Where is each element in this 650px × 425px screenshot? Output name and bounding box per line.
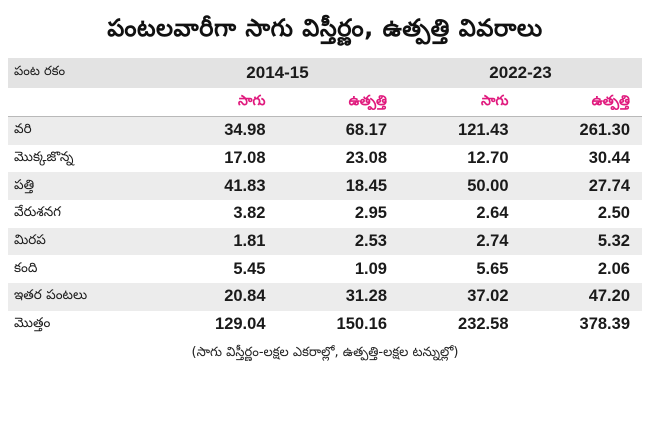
area-2014-cell: 5.45 [233,259,266,278]
table-row: వేరుశనగ 3.82 2.95 2.64 2.50 [8,200,642,228]
area-header-2014: సాగు [238,92,266,109]
production-2022-cell: 47.20 [588,287,630,306]
area-2022-cell: 2.74 [476,232,509,251]
area-2022-cell: 5.65 [476,259,509,278]
production-2014-cell: 150.16 [336,315,387,334]
crop-type-header: పంట రకం [14,64,66,79]
table-row: కంది 5.45 1.09 5.65 2.06 [8,255,642,283]
page-title: పంటలవారీగా సాగు విస్తీర్ణం, ఉత్పత్తి వివ… [107,14,543,42]
area-2022-cell: 232.58 [458,315,509,334]
area-2022-cell: 2.64 [476,204,509,223]
area-2014-cell: 129.04 [215,315,266,334]
table-body: వరి 34.98 68.17 121.43 261.30 మొక్కజొన్న 17.08… [8,117,642,339]
area-2014-cell: 1.81 [233,232,266,251]
production-2014-cell: 23.08 [345,149,387,168]
crop-name-cell: పత్తి [14,176,35,193]
subheader-row: సాగు ఉత్పత్తి సాగు ఉత్పత్తి [8,88,642,117]
area-2014-cell: 20.84 [224,287,266,306]
production-header-2022: ఉత్పత్తి [591,92,630,109]
units-note: (సాగు విస్తీర్ణం-లక్షల ఎకరాల్లో, ఉత్పత్త… [191,344,459,360]
area-header-2022: సాగు [481,92,509,109]
production-header-2014: ఉత్పత్తి [348,92,387,109]
production-2022-cell: 2.06 [597,259,630,278]
production-2022-cell: 378.39 [579,315,630,334]
area-2022-cell: 37.02 [467,287,509,306]
production-2014-cell: 31.28 [345,287,387,306]
production-2022-cell: 30.44 [588,149,630,168]
area-2014-cell: 17.08 [224,149,266,168]
area-2022-cell: 50.00 [467,176,509,195]
crop-name-cell: కంది [14,259,38,276]
production-2014-cell: 68.17 [345,121,387,140]
table-row: పత్తి 41.83 18.45 50.00 27.74 [8,172,642,201]
crop-name-cell: వేరుశనగ [14,204,62,221]
year-2014-15-header: 2014-15 [246,63,309,82]
crop-name-cell: ఇతర పంటలు [14,287,88,304]
area-2014-cell: 41.83 [224,176,266,195]
crop-name-cell: మిరప [14,232,46,249]
area-2014-cell: 34.98 [224,121,266,140]
table-row: మిరప 1.81 2.53 2.74 5.32 [8,227,642,256]
area-2022-cell: 121.43 [458,121,509,140]
year-2022-23-header: 2022-23 [489,63,552,82]
year-header-row: పంట రకం 2014-15 2022-23 [8,58,642,88]
crop-name-cell: మొక్కజొన్న [14,149,74,166]
production-2022-cell: 2.50 [597,204,630,223]
production-2014-cell: 2.95 [354,204,387,223]
table-row: వరి 34.98 68.17 121.43 261.30 [8,117,642,145]
production-2022-cell: 261.30 [579,121,630,140]
crop-name-cell: మొత్తం [14,315,51,332]
crop-name-cell: వరి [14,121,32,138]
production-2022-cell: 27.74 [588,176,630,195]
area-2014-cell: 3.82 [233,204,266,223]
table-row: మొక్కజొన్న 17.08 23.08 12.70 30.44 [8,145,642,173]
production-2014-cell: 18.45 [345,176,387,195]
production-2022-cell: 5.32 [597,232,630,251]
table-row: మొత్తం 129.04 150.16 232.58 378.39 [8,311,642,339]
production-2014-cell: 1.09 [354,259,387,278]
area-2022-cell: 12.70 [467,149,509,168]
table-row: ఇతర పంటలు 20.84 31.28 37.02 47.20 [8,283,642,311]
production-2014-cell: 2.53 [354,232,387,251]
